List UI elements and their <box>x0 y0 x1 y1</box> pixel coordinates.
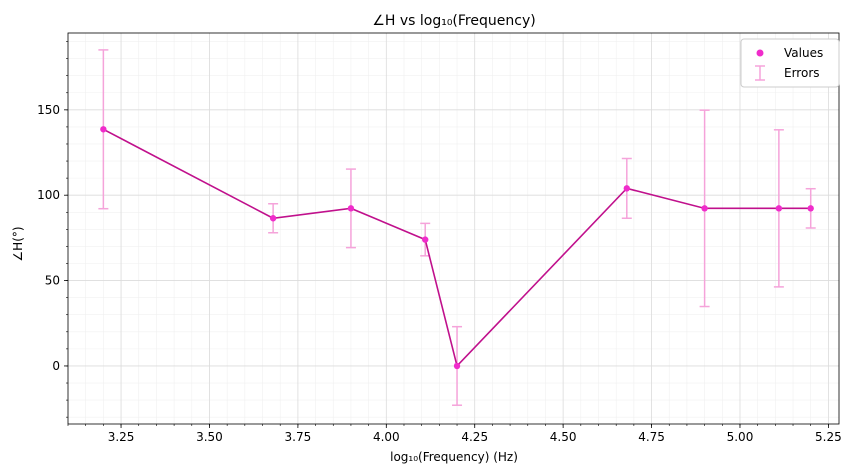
legend-box <box>740 38 840 88</box>
data-point <box>623 185 630 192</box>
series-layer <box>98 49 816 406</box>
legend-values-label: Values <box>784 46 823 60</box>
data-point <box>775 205 783 212</box>
minor-grid <box>67 33 839 424</box>
y-tick-label: 100 <box>37 188 60 202</box>
major-grid <box>68 33 839 424</box>
data-point <box>453 362 461 370</box>
x-tick-label: 4.50 <box>550 430 577 444</box>
x-axis-title: log₁₀(Frequency) (Hz) <box>390 450 518 464</box>
y-axis-title: ∠H(°) <box>11 226 25 261</box>
legend-values-marker <box>756 49 764 57</box>
data-point <box>347 205 355 212</box>
data-point <box>100 126 107 133</box>
x-tick-label: 4.25 <box>461 430 488 444</box>
y-tick-label: 0 <box>52 359 60 373</box>
legend-errors-marker <box>755 65 765 81</box>
data-point <box>422 236 429 243</box>
legend: Values Errors <box>740 38 840 88</box>
legend-errors-label: Errors <box>784 66 820 80</box>
x-tick-label: 3.75 <box>285 430 312 444</box>
y-tick-label: 50 <box>45 274 60 288</box>
y-tick-label: 150 <box>37 103 60 117</box>
data-point <box>269 215 277 222</box>
chart-title: ∠H vs log₁₀(Frequency) <box>372 13 535 29</box>
x-tick-label: 3.50 <box>196 430 223 444</box>
data-point <box>701 205 708 212</box>
ticks-layer: 3.25 3.50 3.75 4.00 4.25 4.50 4.75 5.00 5.25 0 50 1… <box>37 41 842 444</box>
x-tick-label: 5.00 <box>727 430 754 444</box>
x-tick-label: 4.75 <box>638 430 665 444</box>
x-tick-label: 3.25 <box>108 430 135 444</box>
plot-frame <box>67 32 840 425</box>
x-tick-label: 4.00 <box>373 430 400 444</box>
x-tick-label: 5.25 <box>815 430 842 444</box>
data-point <box>807 205 814 212</box>
